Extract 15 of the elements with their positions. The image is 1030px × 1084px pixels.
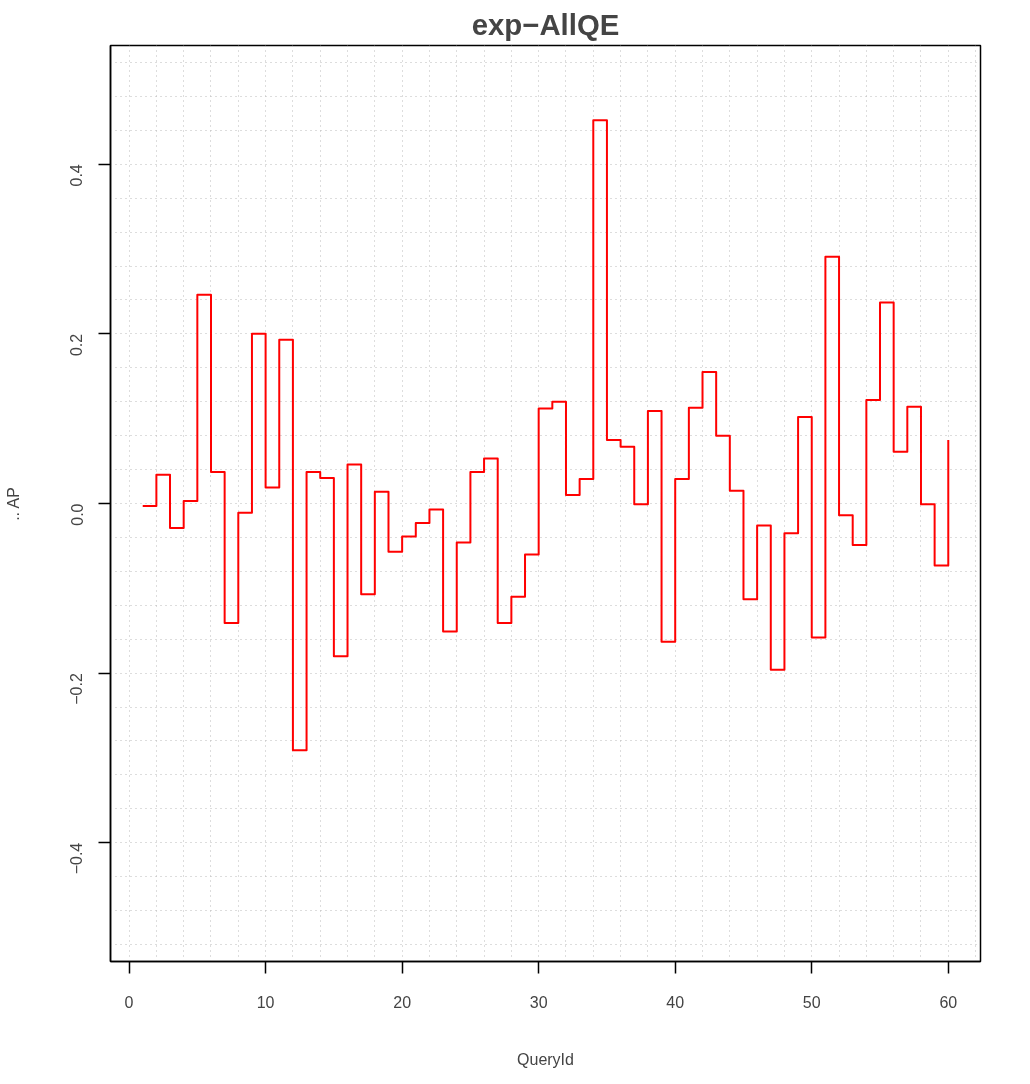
y-tick-label: −0.2 <box>68 673 86 705</box>
y-tick-label: 0.0 <box>68 503 86 526</box>
x-tick-label: 40 <box>666 993 685 1011</box>
x-tick-label: 0 <box>124 993 134 1011</box>
x-tick-label: 50 <box>802 993 821 1011</box>
y-tick-label: 0.4 <box>68 164 86 187</box>
x-axis-title: QueryId <box>517 1050 574 1068</box>
x-tick-label: 10 <box>256 993 275 1011</box>
y-tick-label: −0.4 <box>68 842 86 875</box>
x-tick-label: 20 <box>393 993 412 1011</box>
x-tick-label: 30 <box>529 993 548 1011</box>
x-tick-label: 60 <box>939 993 958 1011</box>
y-tick-label: 0.2 <box>68 333 86 357</box>
y-axis-title: .. AP <box>4 487 22 521</box>
chart-title: exp−AllQE <box>471 7 620 41</box>
